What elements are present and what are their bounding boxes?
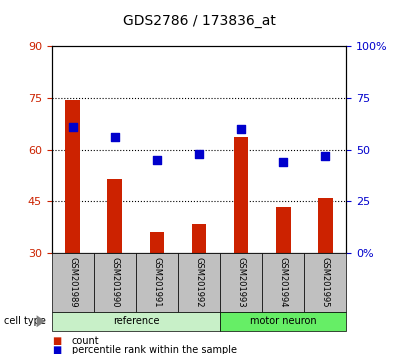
Bar (318, 198, 333, 253)
Text: percentile rank within the sample: percentile rank within the sample (72, 345, 237, 354)
Point (112, 134, 118, 140)
Point (154, 157, 160, 163)
Text: motor neuron: motor neuron (250, 316, 316, 326)
Bar (234, 137, 248, 253)
Text: GSM201989: GSM201989 (68, 257, 77, 308)
Bar (150, 233, 164, 253)
Point (70, 124, 76, 130)
Text: GSM201994: GSM201994 (279, 257, 288, 308)
Bar (276, 206, 291, 253)
Text: GSM201990: GSM201990 (110, 257, 119, 308)
Text: GSM201995: GSM201995 (321, 257, 330, 308)
Bar (107, 179, 122, 253)
Bar (65, 99, 80, 253)
Point (322, 153, 328, 159)
Text: GSM201993: GSM201993 (236, 257, 246, 308)
Text: GDS2786 / 173836_at: GDS2786 / 173836_at (123, 14, 275, 28)
Text: cell type: cell type (4, 316, 46, 326)
Point (238, 126, 244, 132)
Text: ■: ■ (52, 336, 61, 346)
Text: GSM201991: GSM201991 (152, 257, 162, 308)
Text: reference: reference (113, 316, 159, 326)
Text: ■: ■ (52, 345, 61, 354)
Point (280, 159, 286, 165)
Text: GSM201992: GSM201992 (195, 257, 203, 308)
Text: count: count (72, 336, 99, 346)
Point (196, 151, 202, 156)
Bar (192, 224, 206, 253)
